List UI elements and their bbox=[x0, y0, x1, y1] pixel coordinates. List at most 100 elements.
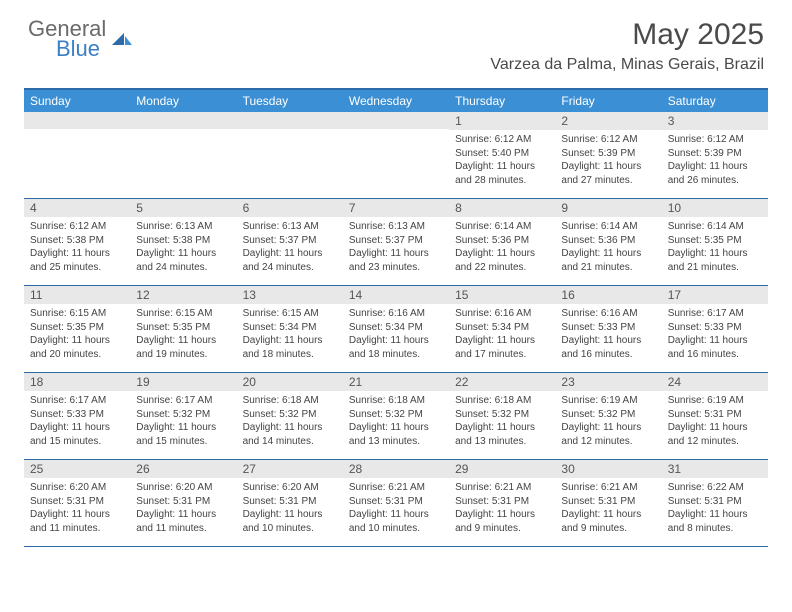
sunrise-line: Sunrise: 6:12 AM bbox=[455, 133, 549, 147]
sunset-line: Sunset: 5:33 PM bbox=[30, 408, 124, 422]
sunrise-line: Sunrise: 6:18 AM bbox=[349, 394, 443, 408]
daylight-line: Daylight: 11 hours and 24 minutes. bbox=[136, 247, 230, 274]
day-details: Sunrise: 6:17 AMSunset: 5:33 PMDaylight:… bbox=[24, 391, 130, 452]
sunset-line: Sunset: 5:35 PM bbox=[668, 234, 762, 248]
daylight-line: Daylight: 11 hours and 26 minutes. bbox=[668, 160, 762, 187]
sunset-line: Sunset: 5:31 PM bbox=[349, 495, 443, 509]
day-number: 22 bbox=[449, 373, 555, 391]
sunset-line: Sunset: 5:32 PM bbox=[455, 408, 549, 422]
week-row: 11Sunrise: 6:15 AMSunset: 5:35 PMDayligh… bbox=[24, 286, 768, 373]
sunset-line: Sunset: 5:35 PM bbox=[136, 321, 230, 335]
day-details: Sunrise: 6:21 AMSunset: 5:31 PMDaylight:… bbox=[343, 478, 449, 539]
day-cell: 11Sunrise: 6:15 AMSunset: 5:35 PMDayligh… bbox=[24, 286, 130, 372]
sail-icon bbox=[110, 31, 134, 49]
sunset-line: Sunset: 5:35 PM bbox=[30, 321, 124, 335]
day-details: Sunrise: 6:12 AMSunset: 5:38 PMDaylight:… bbox=[24, 217, 130, 278]
day-details: Sunrise: 6:17 AMSunset: 5:32 PMDaylight:… bbox=[130, 391, 236, 452]
day-details: Sunrise: 6:14 AMSunset: 5:36 PMDaylight:… bbox=[449, 217, 555, 278]
day-cell: 18Sunrise: 6:17 AMSunset: 5:33 PMDayligh… bbox=[24, 373, 130, 459]
day-cell: 13Sunrise: 6:15 AMSunset: 5:34 PMDayligh… bbox=[237, 286, 343, 372]
day-details: Sunrise: 6:16 AMSunset: 5:34 PMDaylight:… bbox=[343, 304, 449, 365]
daylight-line: Daylight: 11 hours and 10 minutes. bbox=[349, 508, 443, 535]
sunrise-line: Sunrise: 6:12 AM bbox=[30, 220, 124, 234]
sunrise-line: Sunrise: 6:21 AM bbox=[561, 481, 655, 495]
day-number bbox=[130, 112, 236, 129]
day-number: 4 bbox=[24, 199, 130, 217]
day-number: 30 bbox=[555, 460, 661, 478]
weekday-header: Saturday bbox=[662, 90, 768, 112]
day-cell: 19Sunrise: 6:17 AMSunset: 5:32 PMDayligh… bbox=[130, 373, 236, 459]
sunrise-line: Sunrise: 6:13 AM bbox=[349, 220, 443, 234]
day-cell bbox=[237, 112, 343, 198]
calendar-grid: SundayMondayTuesdayWednesdayThursdayFrid… bbox=[24, 88, 768, 547]
day-cell bbox=[343, 112, 449, 198]
day-cell: 23Sunrise: 6:19 AMSunset: 5:32 PMDayligh… bbox=[555, 373, 661, 459]
day-number: 13 bbox=[237, 286, 343, 304]
day-details: Sunrise: 6:15 AMSunset: 5:35 PMDaylight:… bbox=[130, 304, 236, 365]
day-number: 8 bbox=[449, 199, 555, 217]
daylight-line: Daylight: 11 hours and 12 minutes. bbox=[668, 421, 762, 448]
daylight-line: Daylight: 11 hours and 24 minutes. bbox=[243, 247, 337, 274]
sunrise-line: Sunrise: 6:13 AM bbox=[243, 220, 337, 234]
day-number: 11 bbox=[24, 286, 130, 304]
daylight-line: Daylight: 11 hours and 11 minutes. bbox=[136, 508, 230, 535]
sunset-line: Sunset: 5:33 PM bbox=[561, 321, 655, 335]
day-cell: 4Sunrise: 6:12 AMSunset: 5:38 PMDaylight… bbox=[24, 199, 130, 285]
day-details: Sunrise: 6:13 AMSunset: 5:37 PMDaylight:… bbox=[237, 217, 343, 278]
week-row: 25Sunrise: 6:20 AMSunset: 5:31 PMDayligh… bbox=[24, 460, 768, 547]
day-details: Sunrise: 6:13 AMSunset: 5:37 PMDaylight:… bbox=[343, 217, 449, 278]
day-number: 16 bbox=[555, 286, 661, 304]
day-cell: 15Sunrise: 6:16 AMSunset: 5:34 PMDayligh… bbox=[449, 286, 555, 372]
weekday-header: Sunday bbox=[24, 90, 130, 112]
location-text: Varzea da Palma, Minas Gerais, Brazil bbox=[490, 56, 764, 74]
daylight-line: Daylight: 11 hours and 20 minutes. bbox=[30, 334, 124, 361]
sunset-line: Sunset: 5:33 PM bbox=[668, 321, 762, 335]
day-number: 3 bbox=[662, 112, 768, 130]
day-details: Sunrise: 6:17 AMSunset: 5:33 PMDaylight:… bbox=[662, 304, 768, 365]
daylight-line: Daylight: 11 hours and 16 minutes. bbox=[668, 334, 762, 361]
sunrise-line: Sunrise: 6:21 AM bbox=[455, 481, 549, 495]
brand-logo: General Blue bbox=[28, 18, 134, 60]
day-cell: 20Sunrise: 6:18 AMSunset: 5:32 PMDayligh… bbox=[237, 373, 343, 459]
day-cell: 31Sunrise: 6:22 AMSunset: 5:31 PMDayligh… bbox=[662, 460, 768, 546]
week-row: 1Sunrise: 6:12 AMSunset: 5:40 PMDaylight… bbox=[24, 112, 768, 199]
sunrise-line: Sunrise: 6:19 AM bbox=[561, 394, 655, 408]
daylight-line: Daylight: 11 hours and 22 minutes. bbox=[455, 247, 549, 274]
sunrise-line: Sunrise: 6:17 AM bbox=[136, 394, 230, 408]
sunrise-line: Sunrise: 6:20 AM bbox=[30, 481, 124, 495]
day-cell: 24Sunrise: 6:19 AMSunset: 5:31 PMDayligh… bbox=[662, 373, 768, 459]
sunset-line: Sunset: 5:32 PM bbox=[349, 408, 443, 422]
day-cell bbox=[130, 112, 236, 198]
day-number: 23 bbox=[555, 373, 661, 391]
daylight-line: Daylight: 11 hours and 9 minutes. bbox=[561, 508, 655, 535]
sunrise-line: Sunrise: 6:17 AM bbox=[668, 307, 762, 321]
day-details: Sunrise: 6:12 AMSunset: 5:40 PMDaylight:… bbox=[449, 130, 555, 191]
day-details: Sunrise: 6:13 AMSunset: 5:38 PMDaylight:… bbox=[130, 217, 236, 278]
day-number bbox=[343, 112, 449, 129]
day-number: 6 bbox=[237, 199, 343, 217]
day-number: 21 bbox=[343, 373, 449, 391]
brand-text: General Blue bbox=[28, 18, 106, 60]
sunrise-line: Sunrise: 6:14 AM bbox=[668, 220, 762, 234]
day-cell: 7Sunrise: 6:13 AMSunset: 5:37 PMDaylight… bbox=[343, 199, 449, 285]
daylight-line: Daylight: 11 hours and 16 minutes. bbox=[561, 334, 655, 361]
day-cell: 14Sunrise: 6:16 AMSunset: 5:34 PMDayligh… bbox=[343, 286, 449, 372]
weekday-header: Friday bbox=[555, 90, 661, 112]
sunset-line: Sunset: 5:37 PM bbox=[349, 234, 443, 248]
sunset-line: Sunset: 5:31 PM bbox=[455, 495, 549, 509]
day-cell: 17Sunrise: 6:17 AMSunset: 5:33 PMDayligh… bbox=[662, 286, 768, 372]
daylight-line: Daylight: 11 hours and 11 minutes. bbox=[30, 508, 124, 535]
weekday-header: Tuesday bbox=[237, 90, 343, 112]
day-number: 2 bbox=[555, 112, 661, 130]
day-cell: 9Sunrise: 6:14 AMSunset: 5:36 PMDaylight… bbox=[555, 199, 661, 285]
day-details: Sunrise: 6:15 AMSunset: 5:34 PMDaylight:… bbox=[237, 304, 343, 365]
day-number: 17 bbox=[662, 286, 768, 304]
day-number: 18 bbox=[24, 373, 130, 391]
sunrise-line: Sunrise: 6:18 AM bbox=[243, 394, 337, 408]
daylight-line: Daylight: 11 hours and 21 minutes. bbox=[668, 247, 762, 274]
day-details: Sunrise: 6:16 AMSunset: 5:33 PMDaylight:… bbox=[555, 304, 661, 365]
sunrise-line: Sunrise: 6:13 AM bbox=[136, 220, 230, 234]
sunset-line: Sunset: 5:31 PM bbox=[561, 495, 655, 509]
sunset-line: Sunset: 5:31 PM bbox=[243, 495, 337, 509]
day-details: Sunrise: 6:14 AMSunset: 5:36 PMDaylight:… bbox=[555, 217, 661, 278]
